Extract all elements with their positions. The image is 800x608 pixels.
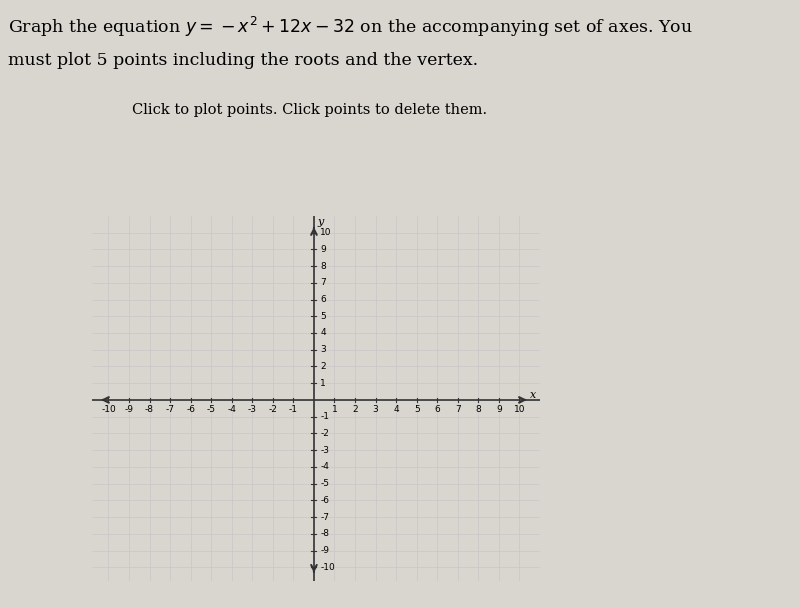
- Text: 3: 3: [373, 405, 378, 414]
- Text: 3: 3: [320, 345, 326, 354]
- Text: 5: 5: [414, 405, 419, 414]
- Text: -6: -6: [320, 496, 329, 505]
- Text: -4: -4: [227, 405, 236, 414]
- Text: -8: -8: [145, 405, 154, 414]
- Text: 2: 2: [320, 362, 326, 371]
- Text: -2: -2: [320, 429, 329, 438]
- Text: -4: -4: [320, 462, 329, 471]
- Text: -1: -1: [289, 405, 298, 414]
- Text: -1: -1: [320, 412, 329, 421]
- Text: 7: 7: [455, 405, 461, 414]
- Text: Click to plot points. Click points to delete them.: Click to plot points. Click points to de…: [132, 103, 487, 117]
- Text: -5: -5: [320, 479, 329, 488]
- Text: 6: 6: [320, 295, 326, 304]
- Text: 10: 10: [514, 405, 525, 414]
- Text: 4: 4: [320, 328, 326, 337]
- Text: must plot 5 points including the roots and the vertex.: must plot 5 points including the roots a…: [8, 52, 478, 69]
- Text: 4: 4: [394, 405, 399, 414]
- Text: 8: 8: [320, 261, 326, 271]
- Text: 5: 5: [320, 312, 326, 321]
- Text: -6: -6: [186, 405, 195, 414]
- Text: 9: 9: [496, 405, 502, 414]
- Text: 9: 9: [320, 245, 326, 254]
- Text: -5: -5: [206, 405, 216, 414]
- Text: -3: -3: [248, 405, 257, 414]
- Text: Graph the equation $y = -x^2 + 12x - 32$ on the accompanying set of axes. You: Graph the equation $y = -x^2 + 12x - 32$…: [8, 15, 693, 40]
- Text: 1: 1: [320, 379, 326, 388]
- Text: 7: 7: [320, 278, 326, 287]
- Text: -3: -3: [320, 446, 329, 455]
- Text: -8: -8: [320, 530, 329, 538]
- Text: -10: -10: [101, 405, 116, 414]
- Text: 8: 8: [475, 405, 482, 414]
- Text: -7: -7: [320, 513, 329, 522]
- Text: -2: -2: [269, 405, 278, 414]
- Text: -9: -9: [320, 546, 329, 555]
- Text: -7: -7: [166, 405, 174, 414]
- Text: 1: 1: [332, 405, 338, 414]
- Text: x: x: [530, 390, 536, 400]
- Text: -9: -9: [125, 405, 134, 414]
- Text: 10: 10: [320, 228, 332, 237]
- Text: y: y: [317, 216, 323, 227]
- Text: 6: 6: [434, 405, 440, 414]
- Text: 2: 2: [352, 405, 358, 414]
- Text: -10: -10: [320, 563, 335, 572]
